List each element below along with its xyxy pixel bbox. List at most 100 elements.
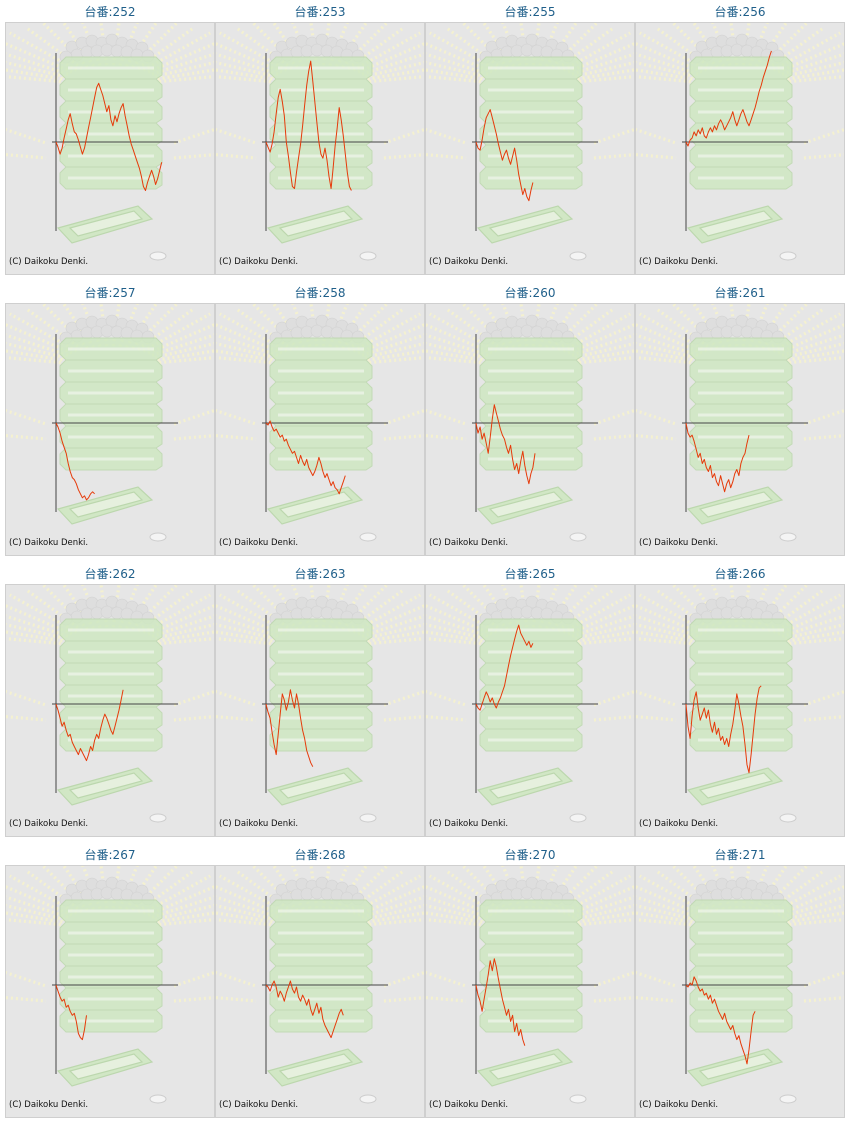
chart-frame: (C) Daikoku Denki.: [215, 22, 425, 275]
chart-svg: (C) Daikoku Denki.: [426, 23, 634, 274]
coin-artwork: [569, 532, 587, 542]
chart-frame: (C) Daikoku Denki.: [215, 303, 425, 556]
series-line: [265, 420, 346, 495]
chart-svg: (C) Daikoku Denki.: [426, 304, 634, 555]
chart-panel: 台番:265 (C) Daikoku Denki.: [425, 562, 635, 837]
tray-artwork: [56, 205, 154, 244]
chart-svg: (C) Daikoku Denki.: [216, 866, 424, 1117]
medal-box-artwork: [269, 899, 373, 1033]
tray-artwork: [266, 486, 364, 525]
series-line: [475, 958, 526, 1046]
chart-title: 台番:262: [84, 567, 136, 581]
background-artwork: [216, 23, 424, 274]
copyright-watermark: (C) Daikoku Denki.: [219, 538, 298, 548]
chart-panel: 台番:271 (C) Daikoku Denki.: [635, 843, 845, 1118]
chart-panel: 台番:266 (C) Daikoku Denki.: [635, 562, 845, 837]
tray-artwork: [686, 205, 784, 244]
series-line: [685, 422, 750, 493]
coin-artwork: [779, 813, 797, 823]
series-line: [55, 422, 95, 501]
copyright-watermark: (C) Daikoku Denki.: [639, 819, 718, 829]
chart-panel: 台番:263 (C) Daikoku Denki.: [215, 562, 425, 837]
medal-box-artwork: [689, 56, 793, 190]
copyright-watermark: (C) Daikoku Denki.: [429, 819, 508, 829]
copyright-watermark: (C) Daikoku Denki.: [219, 257, 298, 267]
tray-artwork: [686, 767, 784, 806]
coin-artwork: [569, 813, 587, 823]
copyright-watermark: (C) Daikoku Denki.: [219, 819, 298, 829]
ball-cluster-artwork: [269, 595, 365, 626]
medal-box-artwork: [479, 618, 583, 752]
tray-artwork: [266, 205, 364, 244]
tray-artwork: [476, 1048, 574, 1087]
copyright-watermark: (C) Daikoku Denki.: [9, 257, 88, 267]
chart-frame: (C) Daikoku Denki.: [215, 865, 425, 1118]
series-line: [475, 404, 536, 485]
chart-title: 台番:260: [504, 286, 556, 300]
medal-box-artwork: [689, 618, 793, 752]
chart-title: 台番:255: [504, 5, 556, 19]
chart-frame: (C) Daikoku Denki.: [5, 865, 215, 1118]
series-line: [265, 980, 344, 1039]
coin-artwork: [779, 1094, 797, 1104]
tray-artwork: [476, 205, 574, 244]
medal-box-artwork: [689, 337, 793, 471]
medal-box-artwork: [479, 899, 583, 1033]
tray-artwork: [56, 767, 154, 806]
copyright-watermark: (C) Daikoku Denki.: [429, 257, 508, 267]
chart-title: 台番:263: [294, 567, 346, 581]
background-artwork: [426, 23, 634, 274]
tray-artwork: [476, 767, 574, 806]
tray-artwork: [56, 1048, 154, 1087]
background-artwork: [6, 304, 214, 555]
chart-title: 台番:266: [714, 567, 766, 581]
series-line: [475, 109, 534, 202]
chart-panel: 台番:262 (C) Daikoku Denki.: [5, 562, 215, 837]
chart-panel: 台番:267 (C) Daikoku Denki.: [5, 843, 215, 1118]
chart-svg: (C) Daikoku Denki.: [636, 585, 844, 836]
series-line: [475, 624, 534, 711]
chart-svg: (C) Daikoku Denki.: [216, 585, 424, 836]
background-artwork: [6, 585, 214, 836]
coin-artwork: [149, 532, 167, 542]
medal-box-artwork: [59, 56, 163, 190]
coin-artwork: [569, 251, 587, 261]
copyright-watermark: (C) Daikoku Denki.: [219, 1100, 298, 1110]
chart-frame: (C) Daikoku Denki.: [425, 865, 635, 1118]
chart-svg: (C) Daikoku Denki.: [636, 23, 844, 274]
coin-artwork: [359, 251, 377, 261]
tray-artwork: [266, 1048, 364, 1087]
coin-artwork: [569, 1094, 587, 1104]
background-artwork: [6, 866, 214, 1117]
copyright-watermark: (C) Daikoku Denki.: [429, 1100, 508, 1110]
background-artwork: [636, 585, 844, 836]
tray-artwork: [476, 486, 574, 525]
chart-svg: (C) Daikoku Denki.: [426, 866, 634, 1117]
chart-title: 台番:252: [84, 5, 136, 19]
series-line: [685, 685, 762, 774]
chart-title: 台番:257: [84, 286, 136, 300]
chart-panel: 台番:260 (C) Daikoku Denki.: [425, 281, 635, 556]
tray-artwork: [56, 486, 154, 525]
chart-frame: (C) Daikoku Denki.: [215, 584, 425, 837]
chart-title: 台番:261: [714, 286, 766, 300]
chart-svg: (C) Daikoku Denki.: [6, 304, 214, 555]
chart-svg: (C) Daikoku Denki.: [636, 304, 844, 555]
coin-artwork: [359, 1094, 377, 1104]
background-artwork: [426, 585, 634, 836]
medal-box-artwork: [269, 337, 373, 471]
chart-frame: (C) Daikoku Denki.: [5, 303, 215, 556]
medal-box-artwork: [59, 337, 163, 471]
series-line: [685, 976, 756, 1065]
tray-artwork: [686, 486, 784, 525]
chart-frame: (C) Daikoku Denki.: [425, 584, 635, 837]
chart-title: 台番:265: [504, 567, 556, 581]
coin-artwork: [149, 1094, 167, 1104]
tray-artwork: [266, 767, 364, 806]
medal-box-artwork: [479, 56, 583, 190]
chart-panel: 台番:253 (C) Daikoku Denki.: [215, 0, 425, 275]
chart-panel: 台番:270 (C) Daikoku Denki.: [425, 843, 635, 1118]
chart-panel: 台番:261 (C) Daikoku Denki.: [635, 281, 845, 556]
medal-box-artwork: [479, 337, 583, 471]
